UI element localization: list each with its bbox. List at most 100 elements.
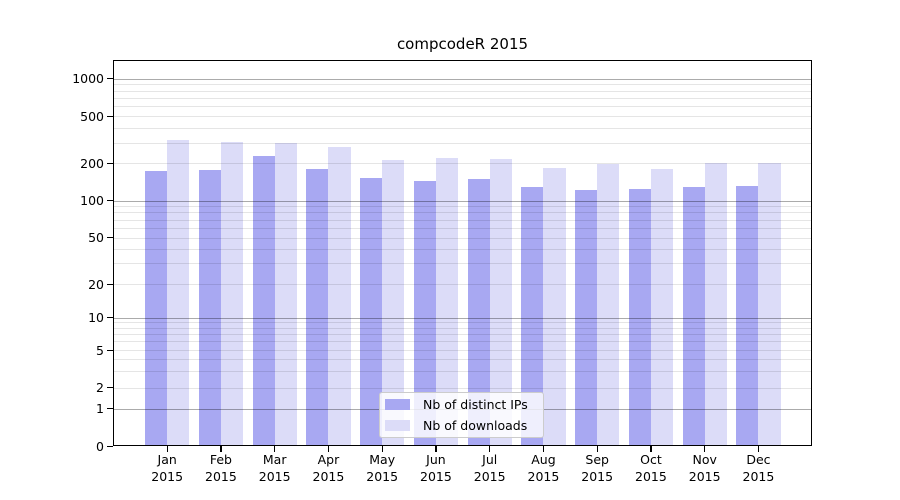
y-tick-500 [107,115,113,118]
y-tick-20 [107,283,113,285]
gridline-major-10 [114,317,811,319]
gridline-minor-40 [114,248,811,250]
gridline-minor-300 [114,142,811,144]
bar-downloads-aug [543,168,566,445]
bar-downloads-may [382,160,405,445]
gridline-minor-200 [114,163,811,165]
x-tick-label-mar: Mar 2015 [258,452,291,484]
gridline-minor-3 [114,370,811,372]
chart-title: compcodeR 2015 [396,35,529,53]
gridline-minor-60 [114,227,811,229]
bar-downloads-jul [489,159,512,445]
bar-downloads-feb [220,142,244,445]
legend-label-distinct-ips: Nb of distinct IPs [423,396,528,412]
bar-distinct-ips-aug [521,187,544,445]
gridline-minor-9 [114,322,811,324]
y-tick-1 [107,408,113,410]
gridline-minor-50 [114,237,811,239]
gridline-minor-7 [114,334,811,336]
x-tick-oct [650,446,652,452]
legend-item-distinct-ips: Nb of distinct IPs [385,396,537,413]
y-tick-label-50: 50 [88,230,104,245]
x-tick-label-jan: Jan 2015 [151,452,184,484]
bar-distinct-ips-apr [306,168,329,445]
gridline-minor-8 [114,327,811,329]
y-tick-200 [107,162,113,165]
gridline-major-1000 [114,78,811,80]
y-tick-5 [107,349,113,351]
bar-distinct-ips-jul [467,179,490,445]
y-tick-label-5: 5 [96,342,104,358]
x-tick-label-jul: Jul 2015 [473,452,506,484]
y-tick-label-2: 2 [96,380,104,395]
gridline-minor-900 [114,84,811,86]
x-tick-jan [166,446,168,452]
gridline-minor-20 [114,284,811,285]
bar-downloads-jan [167,139,190,445]
gridline-minor-70 [114,219,811,221]
x-tick-may [381,446,383,452]
x-tick-label-apr: Apr 2015 [312,452,345,484]
x-tick-label-jun: Jun 2015 [420,452,452,484]
y-tick-label-1000: 1000 [72,71,104,86]
bar-downloads-jun [435,158,459,445]
bar-distinct-ips-nov [682,187,705,445]
y-tick-label-100: 100 [80,193,104,208]
y-tick-label-10: 10 [88,310,104,325]
y-tick-label-1: 1 [96,401,104,416]
gridline-minor-700 [114,97,811,99]
bar-downloads-sep [597,163,620,445]
gridline-minor-4 [114,359,811,361]
y-tick-0 [107,445,113,447]
x-tick-jul [489,446,491,452]
y-tick-2 [107,387,113,389]
x-tick-sep [596,446,598,452]
plot-area [113,60,812,446]
bar-distinct-ips-jan [145,171,168,445]
y-tick-100 [107,200,113,202]
x-tick-label-sep: Sep 2015 [581,452,614,484]
x-tick-aug [542,446,545,452]
legend-swatch-distinct-ips [385,399,410,410]
x-tick-apr [327,446,330,452]
x-tick-label-nov: Nov 2015 [688,452,721,484]
gridline-minor-800 [114,90,811,92]
x-tick-label-aug: Aug 2015 [527,452,560,484]
gridline-minor-500 [114,116,811,118]
bar-distinct-ips-feb [198,170,221,445]
legend-swatch-downloads [385,420,410,431]
bar-downloads-dec [758,162,781,445]
bar-distinct-ips-dec [736,185,759,445]
bar-distinct-ips-oct [628,188,651,445]
y-tick-1000 [107,78,113,80]
y-tick-label-200: 200 [80,155,104,171]
bar-distinct-ips-mar [252,156,275,445]
gridline-major-100 [114,200,811,202]
bar-downloads-nov [704,163,727,445]
bar-downloads-apr [328,146,351,445]
gridline-minor-6 [114,341,811,343]
legend-item-downloads: Nb of downloads [385,417,537,434]
gridline-minor-90 [114,206,811,208]
bar-downloads-mar [274,143,297,445]
x-tick-jun [435,446,437,452]
x-tick-label-may: May 2015 [366,452,399,484]
gridline-minor-80 [114,212,811,214]
x-tick-feb [220,446,222,452]
legend-label-downloads: Nb of downloads [423,417,528,433]
x-tick-dec [757,446,760,452]
legend: Nb of distinct IPs Nb of downloads [379,392,544,438]
bar-downloads-oct [650,168,674,445]
gridline-minor-400 [114,127,811,129]
y-tick-label-0: 0 [96,438,104,454]
bar-distinct-ips-may [360,177,383,445]
x-tick-label-dec: Dec 2015 [742,452,775,484]
x-tick-label-oct: Oct 2015 [635,452,667,484]
gridline-minor-5 [114,350,811,351]
y-tick-label-500: 500 [80,108,104,124]
y-tick-10 [107,317,113,319]
gridline-minor-600 [114,106,811,108]
y-tick-label-20: 20 [88,276,104,292]
gridline-minor-2 [114,387,811,389]
